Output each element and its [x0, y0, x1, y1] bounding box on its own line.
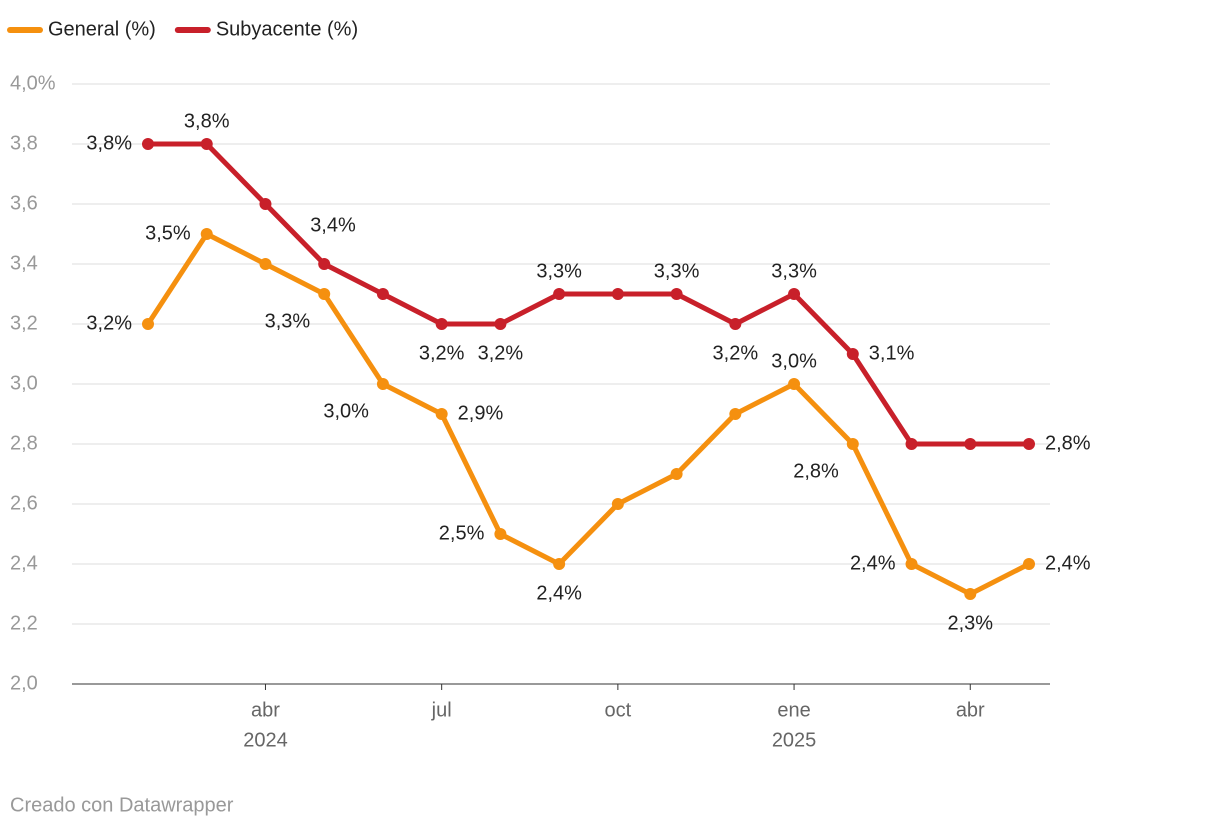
data-label: 3,1%	[869, 342, 915, 364]
point	[905, 438, 918, 450]
data-label: 3,2%	[419, 342, 465, 364]
data-label: 3,2%	[478, 342, 524, 364]
data-label: 3,2%	[86, 312, 132, 334]
x-tick-year: 2024	[243, 729, 288, 751]
point	[729, 408, 742, 420]
point	[964, 438, 977, 450]
point	[435, 408, 448, 420]
credit: Creado con Datawrapper	[10, 794, 234, 816]
data-label: 2,4%	[536, 582, 582, 604]
point	[142, 318, 154, 330]
data-label: 3,3%	[771, 260, 817, 282]
x-tick-year: 2025	[772, 729, 817, 751]
y-tick-label: 3,8	[10, 132, 38, 154]
point	[670, 468, 683, 480]
series-line	[148, 141, 1029, 447]
point	[142, 138, 154, 150]
point	[318, 288, 331, 300]
data-label: 3,8%	[184, 110, 230, 132]
point	[846, 348, 859, 360]
y-tick-label: 2,8	[10, 432, 38, 454]
x-tick-label: jul	[431, 699, 452, 721]
data-label: 2,4%	[1045, 552, 1091, 574]
point	[494, 318, 507, 330]
point	[318, 258, 331, 270]
y-tick-label: 2,2	[10, 612, 38, 634]
data-label: 2,3%	[947, 612, 993, 634]
point	[494, 528, 507, 540]
y-tick-label: 2,0	[10, 672, 38, 694]
data-label: 3,3%	[536, 260, 582, 282]
point	[788, 288, 801, 300]
point	[788, 378, 801, 390]
y-tick-label: 3,0	[10, 372, 38, 394]
x-tick-label: oct	[605, 699, 632, 721]
point	[376, 288, 389, 300]
point	[611, 288, 624, 300]
y-tick-label: 4,0%	[10, 72, 56, 94]
data-label: 2,9%	[458, 402, 504, 424]
data-label: 2,8%	[793, 460, 839, 482]
y-tick-label: 3,6	[10, 192, 38, 214]
data-label: 3,0%	[771, 350, 817, 372]
point	[846, 438, 859, 450]
point	[611, 498, 624, 510]
y-tick-label: 2,4	[10, 552, 38, 574]
data-label: 3,4%	[310, 214, 356, 236]
y-tick-label: 3,4	[10, 252, 38, 274]
point	[553, 288, 566, 300]
data-label: 2,8%	[1045, 432, 1091, 454]
legend-label: Subyacente (%)	[216, 18, 358, 40]
point	[200, 228, 213, 240]
point	[553, 558, 566, 570]
data-label: 3,0%	[323, 400, 369, 422]
point	[905, 558, 918, 570]
x-tick-label: ene	[777, 699, 810, 721]
data-label: 3,2%	[713, 342, 759, 364]
series-line	[145, 231, 1031, 597]
data-label: 2,5%	[439, 522, 485, 544]
point	[435, 318, 448, 330]
data-label: 3,8%	[86, 132, 132, 154]
point	[259, 198, 272, 210]
x-tick-label: abr	[251, 699, 280, 721]
data-label: 3,3%	[654, 260, 700, 282]
y-tick-label: 3,2	[10, 312, 38, 334]
point	[259, 258, 272, 270]
data-label: 2,4%	[850, 552, 896, 574]
x-tick-label: abr	[956, 699, 985, 721]
point	[964, 588, 977, 600]
point	[200, 138, 213, 150]
data-label: 3,3%	[265, 310, 311, 332]
point	[729, 318, 742, 330]
legend-label: General (%)	[48, 18, 156, 40]
y-tick-label: 2,6	[10, 492, 38, 514]
point	[376, 378, 389, 390]
point	[1023, 438, 1035, 450]
point	[670, 288, 683, 300]
point	[1023, 558, 1035, 570]
data-label: 3,5%	[145, 222, 191, 244]
